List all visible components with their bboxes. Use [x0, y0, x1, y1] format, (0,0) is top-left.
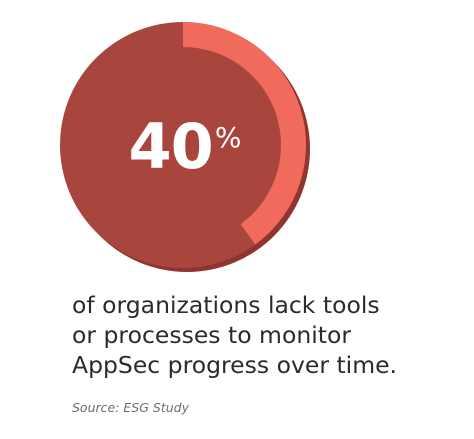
- donut-circle: [60, 22, 306, 268]
- caption-line: of organizations lack tools: [72, 291, 380, 319]
- caption-line: AppSec progress over time.: [72, 351, 398, 379]
- statistic-caption: of organizations lack tools or processes…: [72, 290, 462, 380]
- donut-chart: [60, 22, 310, 272]
- caption-line: or processes to monitor: [72, 321, 351, 349]
- statistic-donut: 40%: [60, 22, 310, 272]
- source-citation: Source: ESG Study: [72, 400, 189, 415]
- progress-arc: [183, 22, 306, 245]
